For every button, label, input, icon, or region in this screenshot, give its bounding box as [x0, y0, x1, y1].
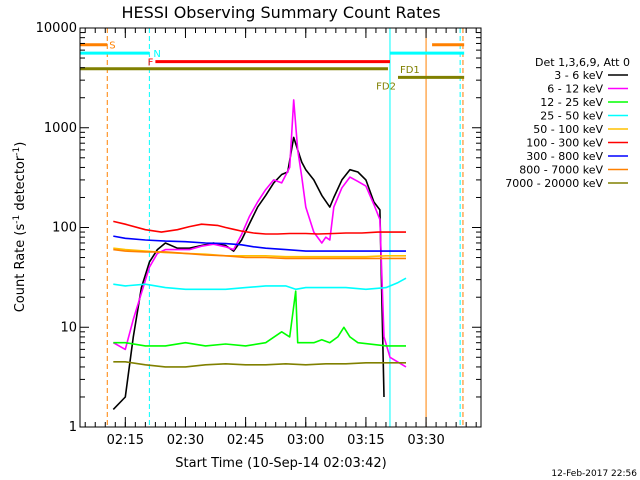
series-line-2 — [113, 290, 406, 347]
legend-label-5: 100 - 300 keV — [526, 137, 603, 150]
y-tick-label-3: 1000 — [44, 121, 77, 136]
flag-label-S: S — [109, 41, 115, 52]
time-markers — [79, 28, 464, 427]
series-line-1 — [112, 99, 407, 368]
series-line-3 — [113, 277, 407, 291]
series-line-8 — [113, 360, 406, 368]
legend-label-3: 25 - 50 keV — [540, 110, 603, 123]
series-line-5 — [113, 220, 406, 235]
legend-header: Det 1,3,6,9, Att 0 — [535, 56, 630, 69]
x-axis-label: Start Time (10-Sep-14 02:03:42) — [175, 456, 386, 471]
x-tick-label-0: 02:15 — [107, 433, 144, 448]
x-tick-label-4: 03:15 — [347, 433, 384, 448]
y-axis-label: Count Rate (s-1 detector-1) — [12, 142, 28, 313]
legend-label-4: 50 - 100 keV — [533, 123, 603, 136]
y-tick-label-1: 10 — [60, 320, 77, 335]
legend-label-1: 6 - 12 keV — [547, 83, 603, 96]
series-lines — [112, 99, 407, 410]
legend-label-8: 7000 - 20000 keV — [505, 177, 603, 190]
footer-timestamp: 12-Feb-2017 22:56 — [551, 469, 637, 479]
y-tick-label-4: 10000 — [36, 21, 77, 36]
series-line-0 — [112, 136, 385, 410]
flag-label-FD1: FD1 — [400, 65, 420, 76]
y-tick-label-2: 100 — [52, 221, 77, 236]
legend-label-7: 800 - 7000 keV — [519, 164, 603, 177]
x-tick-label-5: 03:30 — [407, 433, 444, 448]
flag-label-F: F — [148, 58, 154, 69]
series-line-6 — [113, 235, 406, 252]
legend-label-2: 12 - 25 keV — [540, 96, 603, 109]
flag-label-FD2: FD2 — [376, 81, 396, 92]
x-tick-label-2: 02:45 — [227, 433, 264, 448]
legend-label-6: 300 - 800 keV — [526, 150, 603, 163]
chart-title: HESSI Observing Summary Count Rates — [121, 3, 440, 22]
x-tick-label-3: 03:00 — [287, 433, 324, 448]
flag-label-N: N — [153, 49, 160, 60]
y-tick-label-0: 1 — [69, 420, 77, 435]
legend-label-0: 3 - 6 keV — [554, 69, 603, 82]
axes: 1 10 100 1000 10000 02:15 02:30 02:45 03:00 03:15… — [36, 21, 482, 448]
flag-bars: S NF FD1 FD2 — [80, 41, 465, 92]
x-tick-label-1: 02:30 — [167, 433, 204, 448]
series-line-7 — [113, 248, 406, 260]
